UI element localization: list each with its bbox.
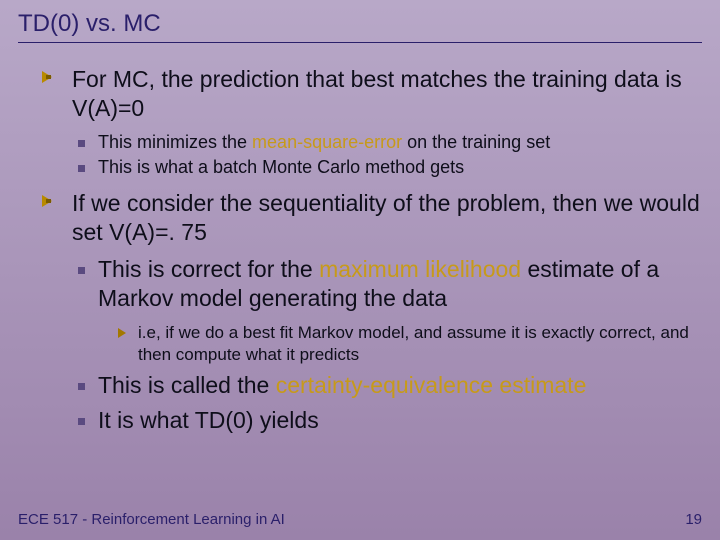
sub-bullet-certainty-equiv: This is called the certainty-equivalence… <box>78 371 702 400</box>
bullet-sequentiality: If we consider the sequentiality of the … <box>42 189 702 247</box>
bullet-text: If we consider the sequentiality of the … <box>72 190 700 245</box>
page-number: 19 <box>685 511 702 528</box>
highlight-certainty-equiv: certainty-equivalence estimate <box>276 372 587 398</box>
footer-left: ECE 517 - Reinforcement Learning in AI <box>18 511 285 528</box>
sub-bullets-1: This minimizes the mean-square-error on … <box>42 131 702 180</box>
sub-sub-bullet-bestfit: i.e, if we do a best fit Markov model, a… <box>118 322 702 365</box>
title-underline <box>18 42 702 43</box>
text: This is called the <box>98 372 276 398</box>
sub-bullet-max-likelihood: This is correct for the maximum likeliho… <box>78 255 702 313</box>
sub-bullet-mse: This minimizes the mean-square-error on … <box>78 131 702 154</box>
text: i.e, if we do a best fit Markov model, a… <box>138 323 689 363</box>
sub-sub-bullets: i.e, if we do a best fit Markov model, a… <box>42 322 702 365</box>
slide-title: TD(0) vs. MC <box>18 10 702 38</box>
slide: TD(0) vs. MC For MC, the prediction that… <box>0 0 720 540</box>
content-area: For MC, the prediction that best matches… <box>18 65 702 434</box>
bullet-text: For MC, the prediction that best matches… <box>72 66 682 121</box>
sub-bullets-3: This is called the certainty-equivalence… <box>42 371 702 435</box>
text: on the training set <box>402 132 550 152</box>
highlight-mse: mean-square-error <box>252 132 402 152</box>
sub-bullets-2: This is correct for the maximum likeliho… <box>42 255 702 313</box>
sub-bullet-batch-mc: This is what a batch Monte Carlo method … <box>78 156 702 179</box>
text: This is correct for the <box>98 256 319 282</box>
text: It is what TD(0) yields <box>98 407 319 433</box>
sub-bullet-td0-yields: It is what TD(0) yields <box>78 406 702 435</box>
text: This minimizes the <box>98 132 252 152</box>
highlight-max-likelihood: maximum likelihood <box>319 256 521 282</box>
bullet-mc-prediction: For MC, the prediction that best matches… <box>42 65 702 123</box>
text: This is what a batch Monte Carlo method … <box>98 157 464 177</box>
footer: ECE 517 - Reinforcement Learning in AI 1… <box>18 511 702 528</box>
